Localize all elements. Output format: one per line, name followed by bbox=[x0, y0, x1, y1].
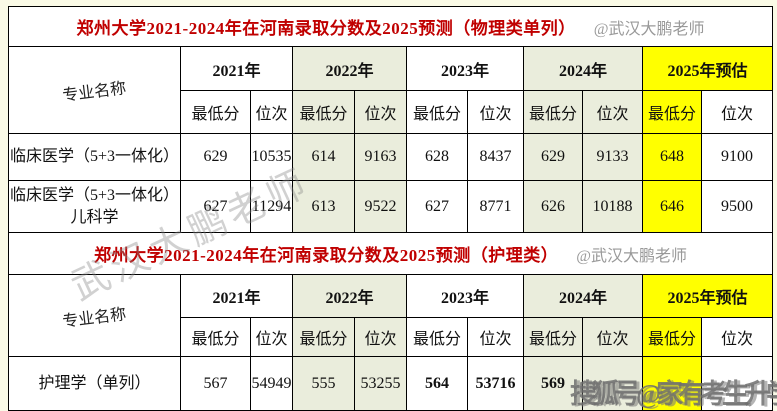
subheader-rank: 位次 bbox=[700, 317, 774, 357]
table-row: 临床医学（5+3一体化） 629 10535 614 9163 628 8437… bbox=[8, 133, 774, 181]
major-header-label: 专业名称 bbox=[61, 80, 128, 105]
forecast-rank-cell bbox=[700, 356, 774, 411]
forecast-score-cell bbox=[642, 356, 702, 411]
subheader-rank: 位次 bbox=[467, 90, 524, 134]
year-header-2021: 2021年 bbox=[180, 274, 293, 318]
table-physics: 郑州大学2021-2024年在河南录取分数及2025预测（物理类单列） @武汉大… bbox=[7, 6, 774, 233]
rank-cell: 9522 bbox=[354, 180, 407, 233]
subheader-rank: 位次 bbox=[467, 317, 524, 357]
rank-cell: 11294 bbox=[250, 180, 293, 233]
subheader-min-score: 最低分 bbox=[406, 90, 468, 134]
score-cell: 628 bbox=[406, 133, 468, 181]
title-bar: 郑州大学2021-2024年在河南录取分数及2025预测（护理类） @武汉大鹏老… bbox=[7, 232, 774, 275]
table-row: 护理学（单列） 567 54949 555 53255 564 53716 56… bbox=[8, 356, 774, 411]
subheader-rank: 位次 bbox=[582, 317, 643, 357]
subheader-min-score: 最低分 bbox=[292, 317, 355, 357]
year-header-2022: 2022年 bbox=[292, 46, 407, 91]
rank-cell: 8437 bbox=[467, 133, 524, 181]
rank-cell: 10535 bbox=[250, 133, 293, 181]
subheader-min-score: 最低分 bbox=[406, 317, 468, 357]
score-cell: 567 bbox=[180, 356, 251, 411]
score-cell: 626 bbox=[523, 180, 583, 233]
rank-cell: 53255 bbox=[354, 356, 407, 411]
rank-cell bbox=[582, 356, 643, 411]
forecast-score-cell: 648 bbox=[642, 133, 702, 181]
score-cell: 627 bbox=[180, 180, 251, 233]
author-handle: @武汉大鹏老师 bbox=[593, 20, 705, 38]
year-header-2023: 2023年 bbox=[406, 274, 524, 318]
major-name-cell: 护理学（单列） bbox=[8, 356, 181, 411]
author-handle: @武汉大鹏老师 bbox=[576, 247, 687, 265]
title-bar: 郑州大学2021-2024年在河南录取分数及2025预测（物理类单列） @武汉大… bbox=[7, 6, 774, 47]
subheader-rank: 位次 bbox=[250, 317, 293, 357]
table-title: 郑州大学2021-2024年在河南录取分数及2025预测（物理类单列） bbox=[76, 19, 576, 38]
score-cell: 629 bbox=[523, 133, 583, 181]
rank-cell: 9163 bbox=[354, 133, 407, 181]
subheader-min-score: 最低分 bbox=[180, 90, 251, 134]
major-name-cell: 临床医学（5+3一体化） 儿科学 bbox=[8, 180, 181, 233]
column-header-major: 专业名称 bbox=[8, 274, 181, 357]
subheader-min-score: 最低分 bbox=[292, 90, 355, 134]
subheader-min-score: 最低分 bbox=[642, 317, 702, 357]
year-header-2025-forecast: 2025年预估 bbox=[641, 46, 774, 91]
year-header-2024: 2024年 bbox=[523, 274, 643, 318]
year-header-2024: 2024年 bbox=[523, 46, 643, 91]
score-cell: 569 bbox=[523, 356, 583, 411]
table-title: 郑州大学2021-2024年在河南录取分数及2025预测（护理类） bbox=[94, 246, 559, 265]
column-header-major: 专业名称 bbox=[8, 46, 181, 134]
subheader-min-score: 最低分 bbox=[180, 317, 251, 357]
rank-cell: 10188 bbox=[582, 180, 643, 233]
score-cell: 564 bbox=[406, 356, 468, 411]
year-header-2025-forecast: 2025年预估 bbox=[641, 274, 774, 318]
score-cell: 627 bbox=[406, 180, 468, 233]
subheader-min-score: 最低分 bbox=[523, 90, 583, 134]
rank-cell: 54949 bbox=[250, 356, 293, 411]
rank-cell: 8771 bbox=[467, 180, 524, 233]
year-header-2021: 2021年 bbox=[180, 46, 293, 91]
table-nursing: 郑州大学2021-2024年在河南录取分数及2025预测（护理类） @武汉大鹏老… bbox=[7, 232, 774, 411]
subheader-min-score: 最低分 bbox=[642, 90, 702, 134]
forecast-score-cell: 646 bbox=[642, 180, 702, 233]
subheader-rank: 位次 bbox=[700, 90, 774, 134]
major-header-label: 专业名称 bbox=[61, 305, 128, 331]
score-cell: 613 bbox=[292, 180, 355, 233]
year-header-2022: 2022年 bbox=[292, 274, 407, 318]
rank-cell: 53716 bbox=[467, 356, 524, 411]
subheader-rank: 位次 bbox=[354, 317, 407, 357]
score-cell: 614 bbox=[292, 133, 355, 181]
subheader-rank: 位次 bbox=[250, 90, 293, 134]
subheader-rank: 位次 bbox=[582, 90, 643, 134]
forecast-rank-cell: 9100 bbox=[700, 133, 774, 181]
subheader-rank: 位次 bbox=[354, 90, 407, 134]
year-header-2023: 2023年 bbox=[406, 46, 524, 91]
subheader-min-score: 最低分 bbox=[523, 317, 583, 357]
score-cell: 629 bbox=[180, 133, 251, 181]
forecast-rank-cell: 9500 bbox=[700, 180, 774, 233]
major-name-cell: 临床医学（5+3一体化） bbox=[8, 133, 181, 181]
rank-cell: 9133 bbox=[582, 133, 643, 181]
table-row: 临床医学（5+3一体化） 儿科学 627 11294 613 9522 627 … bbox=[8, 180, 774, 233]
score-cell: 555 bbox=[292, 356, 355, 411]
